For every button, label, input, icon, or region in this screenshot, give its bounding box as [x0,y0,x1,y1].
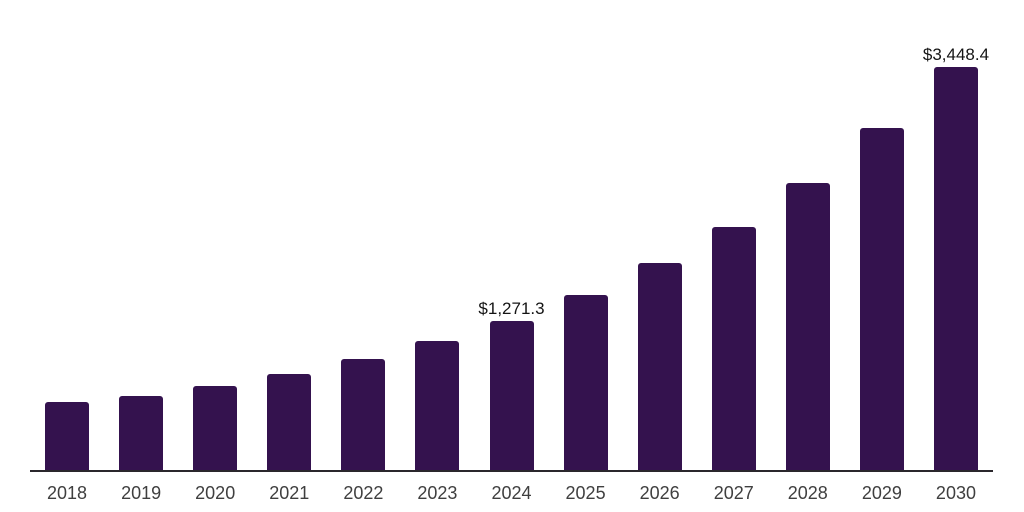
bar-2027[interactable] [711,226,756,470]
x-tick-label-2024: 2024 [491,483,532,503]
x-tick-label-2027: 2027 [713,483,754,503]
bar-2020[interactable] [193,386,238,470]
data-label-2024: $1,271.3 [478,299,545,319]
x-tick-label-2019: 2019 [121,483,162,503]
x-tick-label-2022: 2022 [343,483,384,503]
x-tick-label-2021: 2021 [269,483,310,503]
bar-2024[interactable] [489,321,534,470]
x-tick-label-2020: 2020 [195,483,236,503]
x-tick-label-2018: 2018 [47,483,88,503]
bar-2029[interactable] [859,127,904,470]
bar-2022[interactable] [341,358,386,470]
x-tick-label-2030: 2030 [935,483,976,503]
bar-2026[interactable] [637,262,682,470]
bar-2018[interactable] [45,401,90,470]
data-label-2030: $3,448.4 [922,44,990,64]
x-axis-line [30,470,993,472]
x-tick-label-2025: 2025 [565,483,606,503]
x-tick-label-2026: 2026 [639,483,680,503]
bar-2021[interactable] [267,374,312,470]
bar-2028[interactable] [785,182,830,470]
bar-2030[interactable] [933,66,978,470]
x-tick-label-2028: 2028 [787,483,828,503]
bar-2019[interactable] [119,395,164,470]
bar-2025[interactable] [563,294,608,470]
bar-2023[interactable] [415,341,460,470]
x-tick-label-2029: 2029 [861,483,902,503]
x-tick-label-2023: 2023 [417,483,458,503]
